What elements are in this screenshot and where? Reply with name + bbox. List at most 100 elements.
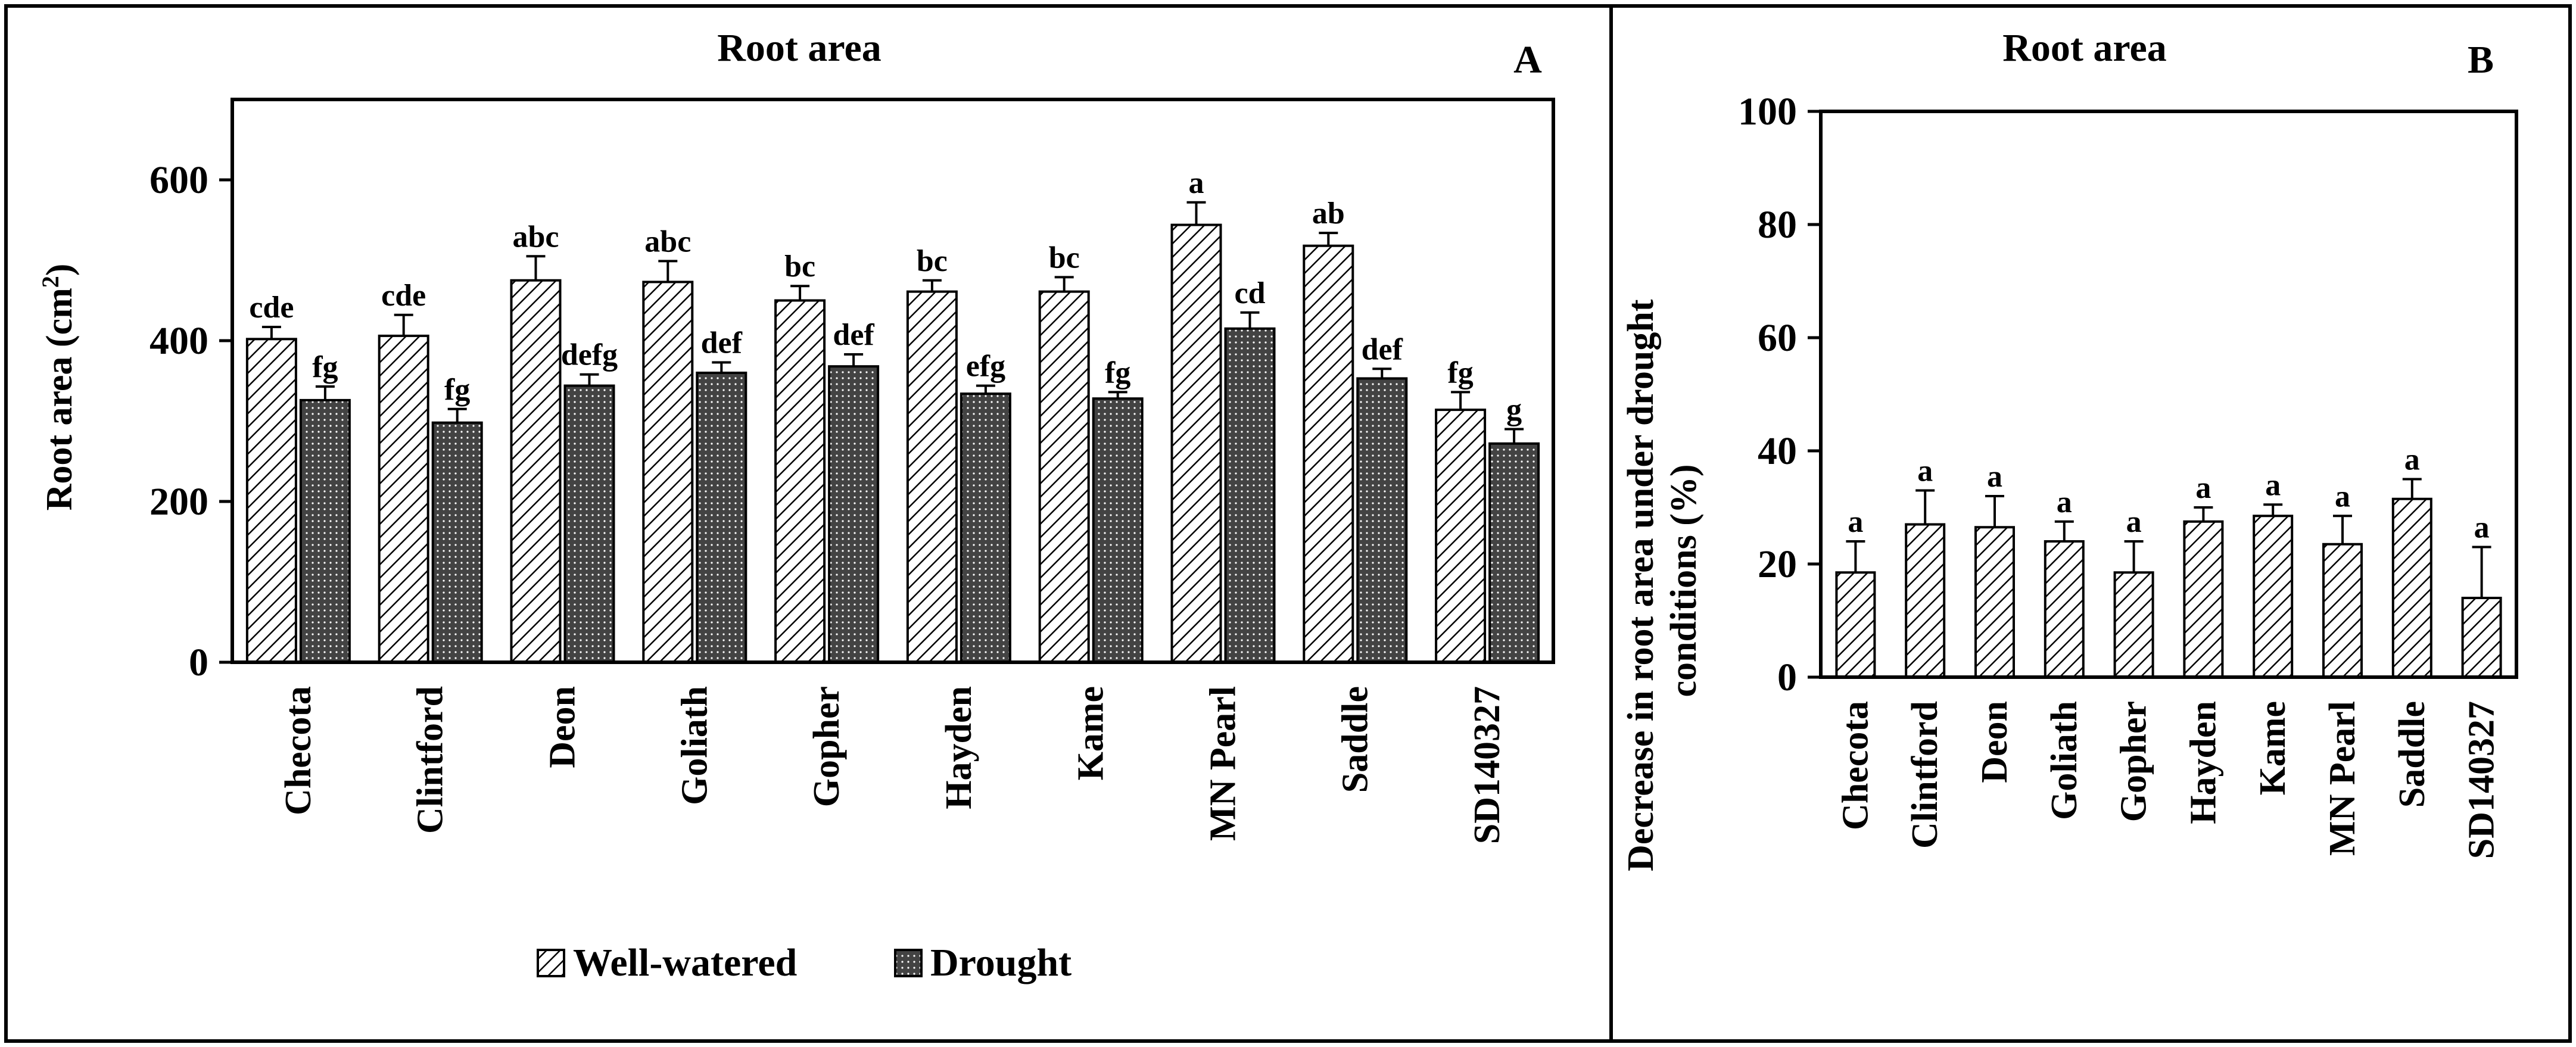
b-bar-decrease-kame	[2253, 515, 2294, 678]
b-sig-letter-decrease-sd140327: a	[2474, 511, 2490, 545]
b-sig-letter-decrease-deon: a	[1987, 460, 2002, 494]
a-x-tick-label-saddle: Saddle	[1335, 686, 1375, 793]
b-sig-letter-decrease-gopher: a	[2126, 505, 2142, 539]
a-bar-drought-checota	[299, 398, 351, 664]
b-x-tick-label-hayden: Hayden	[2183, 701, 2223, 824]
panel-b: Root area B Decrease in root area under …	[1621, 26, 2518, 871]
legend-swatch-well-watered	[537, 949, 565, 977]
a-sig-letter-well-watered-sd140327: fg	[1447, 356, 1473, 389]
a-x-tick-label-sd140327: SD140327	[1467, 686, 1507, 844]
legend-label-well-watered: Well-watered	[573, 941, 797, 984]
a-bar-drought-hayden	[960, 392, 1011, 663]
a-x-tick-label-deon: Deon	[543, 686, 583, 768]
a-sig-letter-well-watered-clintford: cde	[381, 279, 426, 313]
a-sig-letter-drought-checota: fg	[312, 350, 338, 384]
a-x-tick-label-mn-pearl: MN Pearl	[1203, 686, 1244, 841]
panel-b-plot-frame	[1819, 110, 2518, 679]
a-bar-drought-saddle	[1356, 377, 1408, 663]
a-sig-letter-drought-goliath: def	[701, 326, 743, 360]
panel-a-plot-frame	[230, 98, 1555, 664]
a-bar-well-watered-checota	[245, 338, 297, 663]
a-y-tick-label-400: 400	[149, 319, 208, 363]
b-x-tick-label-checota: Checota	[1835, 701, 1876, 830]
a-bar-drought-goliath	[696, 372, 747, 663]
panel-a-y-axis-label: Root area (cm2)	[37, 264, 80, 511]
b-sig-letter-decrease-goliath: a	[2057, 485, 2072, 519]
b-x-tick-label-goliath: Goliath	[2044, 701, 2085, 820]
b-sig-letter-decrease-mn-pearl: a	[2335, 479, 2350, 513]
b-sig-letter-decrease-checota: a	[1848, 505, 1863, 539]
b-bar-decrease-checota	[1835, 571, 1876, 678]
a-bar-well-watered-mn-pearl	[1170, 223, 1222, 664]
a-bar-well-watered-gopher	[774, 299, 826, 663]
panel-a-legend: Well-watered Drought	[537, 941, 1071, 984]
panel-b-letter: B	[2468, 38, 2494, 82]
a-sig-letter-well-watered-goliath: abc	[644, 225, 691, 258]
panel-b-y-axis-label: Decrease in root area under drought cond…	[1621, 290, 1704, 871]
a-sig-letter-well-watered-mn-pearl: a	[1189, 166, 1204, 200]
panel-a-letter: A	[1513, 38, 1542, 82]
b-bar-decrease-hayden	[2183, 520, 2224, 678]
a-sig-letter-drought-gopher: def	[833, 318, 874, 352]
legend-swatch-drought	[894, 949, 923, 977]
a-sig-letter-drought-hayden: efg	[966, 350, 1005, 384]
a-bar-well-watered-saddle	[1303, 244, 1354, 663]
b-y-tick-label-60: 60	[1758, 316, 1797, 360]
a-sig-letter-drought-mn-pearl: cd	[1235, 276, 1266, 310]
a-bar-well-watered-kame	[1038, 290, 1090, 663]
a-sig-letter-drought-kame: fg	[1105, 356, 1130, 389]
a-x-tick-label-gopher: Gopher	[806, 686, 847, 807]
b-y-tick-label-40: 40	[1758, 429, 1797, 473]
b-bar-decrease-gopher	[2113, 571, 2154, 678]
a-bar-well-watered-clintford	[378, 334, 429, 663]
b-sig-letter-decrease-clintford: a	[1917, 454, 1933, 488]
a-bar-drought-clintford	[431, 421, 483, 663]
a-x-tick-label-goliath: Goliath	[674, 686, 715, 805]
a-sig-letter-drought-sd140327: g	[1506, 393, 1522, 427]
a-sig-letter-drought-clintford: fg	[444, 373, 470, 407]
panel-a-title: Root area	[717, 26, 881, 70]
a-bar-well-watered-sd140327	[1435, 409, 1487, 663]
a-x-tick-label-checota: Checota	[278, 686, 319, 815]
a-bar-drought-deon	[563, 384, 615, 663]
a-sig-letter-well-watered-hayden: bc	[917, 244, 948, 278]
b-sig-letter-decrease-saddle: a	[2404, 443, 2420, 477]
a-sig-letter-well-watered-deon: abc	[513, 220, 559, 254]
a-bar-well-watered-goliath	[642, 281, 694, 663]
a-bar-drought-sd140327	[1488, 442, 1540, 663]
a-sig-letter-well-watered-gopher: bc	[784, 250, 815, 283]
a-y-tick-label-200: 200	[149, 480, 208, 524]
a-sig-letter-well-watered-saddle: ab	[1312, 197, 1345, 230]
b-sig-letter-decrease-hayden: a	[2195, 471, 2211, 505]
b-x-tick-label-gopher: Gopher	[2114, 701, 2154, 822]
b-y-tick-label-0: 0	[1777, 656, 1797, 699]
a-bar-well-watered-hayden	[906, 290, 958, 663]
b-x-tick-label-deon: Deon	[1974, 701, 2015, 783]
b-x-tick-label-clintford: Clintford	[1905, 701, 1945, 849]
a-sig-letter-well-watered-checota: cde	[249, 291, 294, 325]
b-x-tick-label-sd140327: SD140327	[2462, 701, 2502, 859]
b-y-tick-label-100: 100	[1738, 90, 1797, 133]
b-y-tick-label-80: 80	[1758, 203, 1797, 247]
panel-b-title: Root area	[2002, 26, 2167, 70]
b-bar-decrease-goliath	[2044, 540, 2085, 678]
a-y-tick-label-600: 600	[149, 158, 208, 202]
b-x-tick-label-saddle: Saddle	[2392, 701, 2432, 808]
a-x-tick-label-clintford: Clintford	[410, 686, 451, 834]
b-bar-decrease-deon	[1974, 526, 2015, 678]
a-sig-letter-drought-deon: defg	[561, 338, 618, 372]
a-x-tick-label-kame: Kame	[1071, 686, 1111, 780]
b-bar-decrease-saddle	[2391, 497, 2432, 678]
a-sig-letter-well-watered-kame: bc	[1049, 241, 1080, 275]
b-sig-letter-decrease-kame: a	[2265, 468, 2281, 502]
b-x-tick-label-kame: Kame	[2253, 701, 2293, 795]
b-x-tick-label-mn-pearl: MN Pearl	[2322, 701, 2363, 856]
b-y-tick-label-20: 20	[1758, 543, 1797, 586]
a-y-tick-label-0: 0	[189, 641, 208, 684]
panel-a: Root area A Root area (cm2) cdefgcdefgab…	[37, 26, 1555, 984]
a-bar-well-watered-deon	[510, 279, 562, 663]
a-bar-drought-mn-pearl	[1224, 327, 1276, 663]
legend-label-drought: Drought	[930, 941, 1071, 984]
a-x-tick-label-hayden: Hayden	[939, 686, 979, 809]
